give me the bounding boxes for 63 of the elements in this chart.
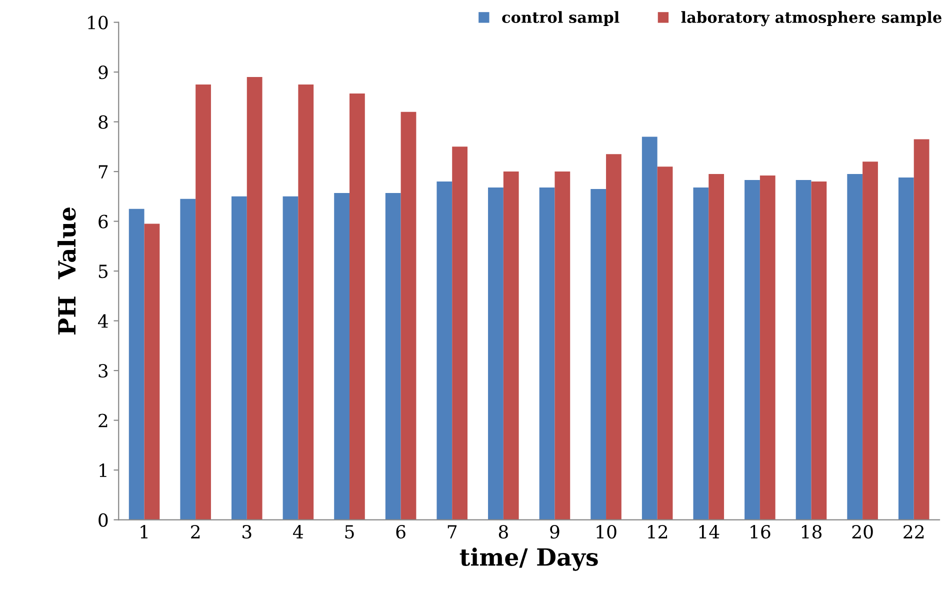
y-tick-label: 1	[100, 464, 106, 477]
bar	[488, 187, 504, 520]
bar	[452, 146, 468, 520]
bar	[246, 77, 262, 520]
y-tick-label: 5	[98, 264, 108, 278]
x-tick-label: 8	[498, 524, 508, 539]
x-tick-label: 16	[750, 524, 770, 539]
x-tick-label: 7	[448, 525, 457, 538]
x-tick-label: 2	[191, 524, 200, 538]
legend-label: control sampl	[502, 11, 620, 26]
bar	[503, 172, 519, 520]
bar	[606, 154, 622, 520]
bar	[693, 187, 709, 520]
bar	[128, 208, 144, 520]
bar	[539, 187, 555, 520]
bar	[554, 172, 570, 520]
y-tick-label: 8	[98, 115, 108, 129]
bar	[862, 162, 878, 520]
bar	[385, 192, 401, 520]
bar	[590, 188, 606, 520]
x-tick-label: 18	[802, 524, 822, 539]
bar	[144, 224, 160, 520]
x-tick-label: 14	[699, 524, 720, 538]
bar	[282, 196, 298, 520]
x-tick-label: 9	[550, 524, 560, 539]
x-tick-label: 10	[596, 524, 616, 539]
bar	[744, 180, 760, 520]
x-tick-label: 22	[904, 524, 924, 538]
y-tick-label: 4	[98, 314, 108, 328]
x-tick-label: 20	[852, 524, 873, 539]
bar	[436, 182, 452, 520]
bar	[898, 178, 914, 520]
y-tick-label: 7	[98, 165, 108, 178]
x-tick-label: 3	[242, 524, 252, 539]
bar	[298, 84, 314, 520]
bar	[196, 84, 211, 520]
x-tick-label: 4	[293, 524, 304, 538]
y-tick-label: 0	[98, 513, 108, 527]
y-tick-label: 3	[98, 364, 108, 378]
y-tick-label: 6	[98, 214, 108, 228]
x-tick-label: 1	[140, 524, 148, 538]
bar	[657, 166, 673, 520]
x-tick-label: 6	[396, 524, 406, 539]
bar	[847, 174, 863, 520]
bar	[914, 139, 930, 520]
y-tick-label: 9	[98, 66, 108, 80]
bar	[811, 182, 827, 520]
bar	[400, 112, 416, 520]
bar	[796, 180, 812, 520]
y-tick-label: 2	[98, 414, 108, 428]
x-tick-label: 5	[345, 525, 354, 539]
x-tick-label: 12	[648, 524, 668, 538]
y-axis-title: PH Value	[58, 208, 76, 335]
bar	[760, 176, 776, 520]
legend-label: laboratory atmosphere sample	[681, 11, 942, 26]
bar	[231, 196, 247, 520]
bar	[334, 192, 350, 520]
x-axis-title: time/ Days	[460, 548, 598, 571]
bar	[350, 93, 365, 520]
bar	[180, 198, 196, 520]
bar	[708, 174, 724, 520]
bar	[642, 136, 658, 520]
y-tick-label: 10	[88, 16, 108, 30]
